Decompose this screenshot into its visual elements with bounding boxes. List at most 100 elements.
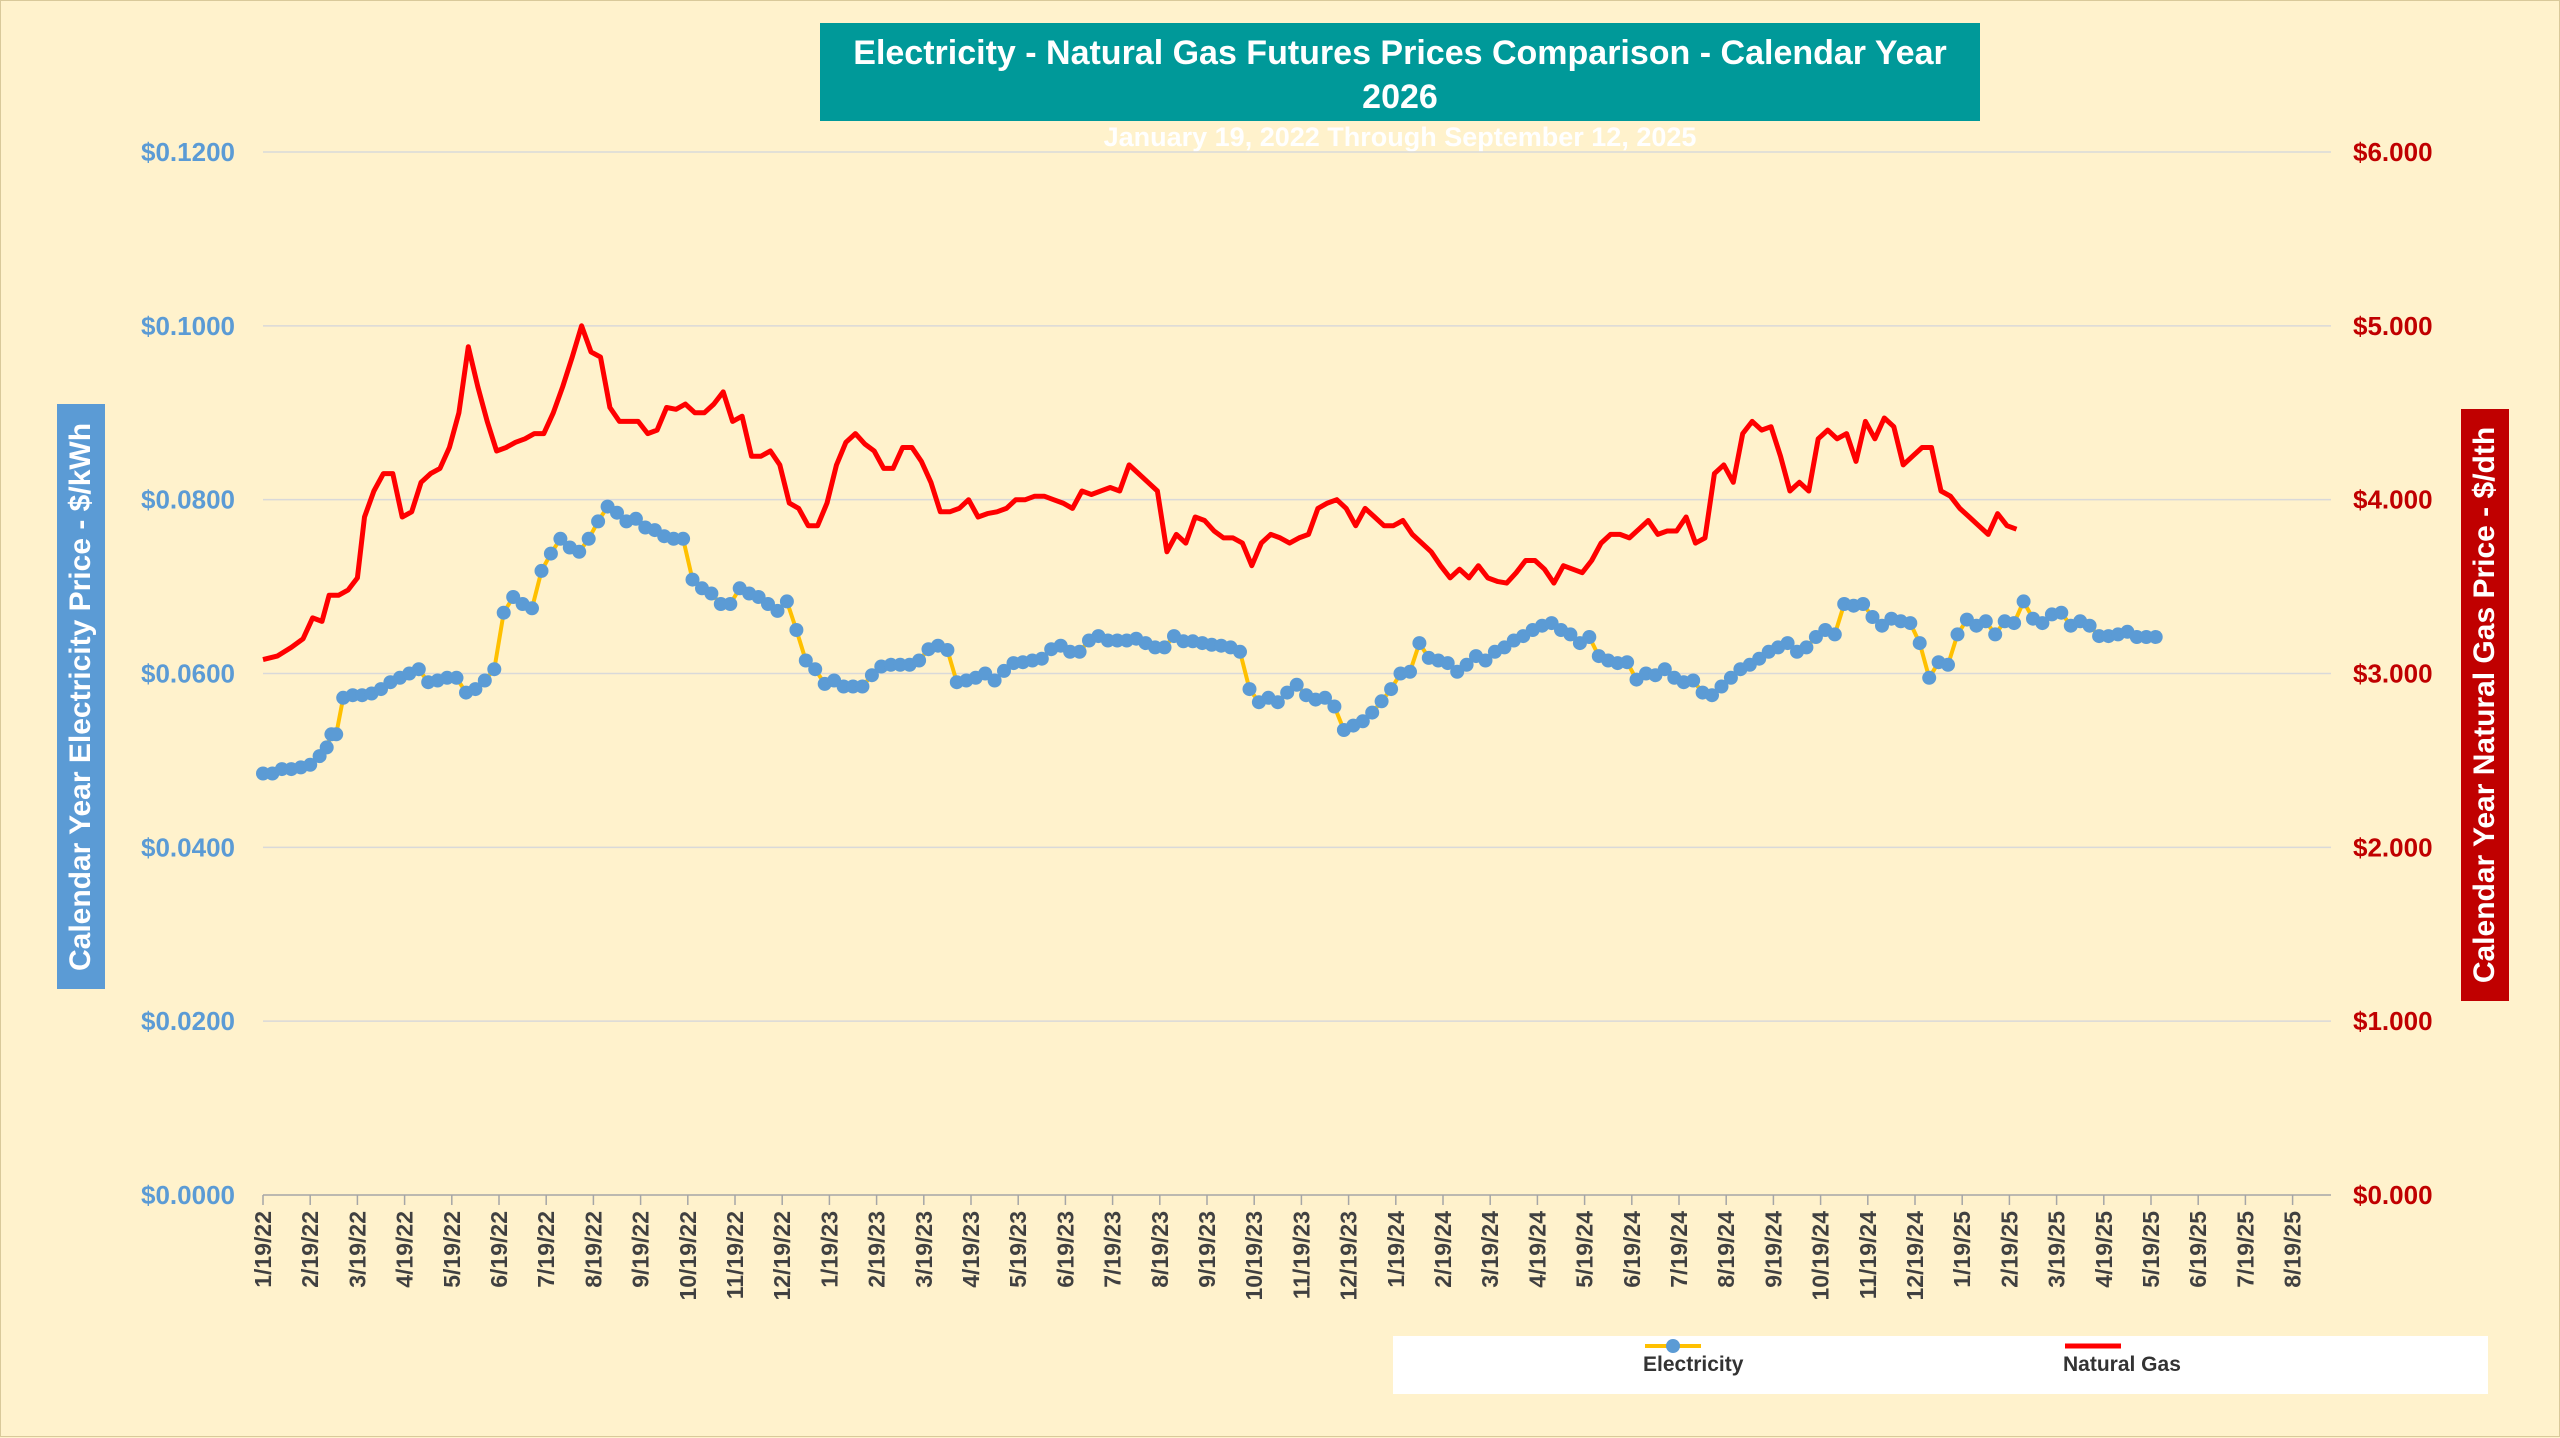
- x-tick-label: 6/19/23: [1052, 1211, 1078, 1288]
- electricity-point: [1365, 705, 1380, 720]
- electricity-point: [1723, 670, 1738, 685]
- electricity-point: [1620, 655, 1635, 670]
- electricity-point: [1780, 636, 1795, 651]
- electricity-point: [1355, 714, 1370, 729]
- electricity-point: [704, 586, 719, 601]
- x-tick-label: 9/19/24: [1760, 1211, 1786, 1288]
- x-tick-label: 2/19/24: [1430, 1211, 1456, 1288]
- y-right-tick-label: $6.000: [2353, 137, 2433, 167]
- electricity-point: [468, 682, 483, 697]
- electricity-point: [2035, 616, 2050, 631]
- x-tick-label: 8/19/22: [580, 1211, 606, 1288]
- electricity-point: [987, 673, 1002, 688]
- electricity-point: [808, 662, 823, 677]
- y-left-tick-label: $0.0800: [141, 485, 235, 515]
- x-tick-label: 1/19/25: [1949, 1211, 1975, 1288]
- x-tick-label: 10/19/24: [1808, 1211, 1834, 1301]
- electricity-point: [1865, 610, 1880, 624]
- chart-subtitle: January 19, 2022 Through September 12, 2…: [1103, 122, 1697, 152]
- x-tick-label: 9/19/23: [1194, 1211, 1220, 1288]
- electricity-point: [1705, 688, 1719, 703]
- electricity-point: [1686, 673, 1701, 688]
- legend-electricity-swatch: [1645, 1339, 1701, 1353]
- electricity-point: [496, 605, 511, 620]
- x-tick-label: 6/19/22: [486, 1211, 512, 1288]
- electricity-point: [1799, 640, 1814, 655]
- x-tick-label: 12/19/23: [1336, 1211, 1362, 1301]
- y-left-tick-label: $0.1200: [141, 137, 235, 167]
- y-axis-right-label-box: Calendar Year Natural Gas Price - $/dth: [2461, 409, 2509, 1001]
- x-tick-label: 7/19/23: [1100, 1211, 1126, 1288]
- y-right-tick-label: $3.000: [2353, 659, 2433, 689]
- x-tick-label: 10/19/23: [1241, 1211, 1267, 1301]
- electricity-point: [1318, 690, 1332, 705]
- x-tick-label: 2/19/25: [1996, 1211, 2022, 1288]
- x-tick-label: 7/19/24: [1666, 1211, 1692, 1288]
- y-right-tick-label: $2.000: [2353, 832, 2433, 862]
- x-tick-label: 2/19/23: [864, 1211, 890, 1288]
- electricity-point: [2148, 630, 2163, 644]
- chart-title-box: Electricity - Natural Gas Futures Prices…: [820, 23, 1980, 152]
- x-tick-label: 4/19/22: [392, 1211, 418, 1288]
- x-tick-label: 7/19/22: [533, 1211, 559, 1288]
- y-left-tick-label: $0.0200: [141, 1006, 235, 1036]
- electricity-point: [1912, 636, 1927, 651]
- electricity-point: [1412, 636, 1427, 651]
- electricity-point: [1384, 682, 1399, 697]
- x-tick-label: 9/19/22: [628, 1211, 654, 1288]
- electricity-point: [543, 546, 558, 561]
- electricity-point: [1657, 662, 1672, 677]
- electricity-point: [1327, 699, 1342, 714]
- x-tick-label: 4/19/23: [958, 1211, 984, 1288]
- x-tick-label: 3/19/22: [344, 1211, 370, 1288]
- electricity-point: [864, 668, 879, 683]
- electricity-point: [1270, 695, 1285, 710]
- electricity-point: [1034, 651, 1049, 666]
- x-tick-label: 6/19/24: [1619, 1211, 1645, 1288]
- y-left-tick-label: $0.0400: [141, 832, 235, 862]
- electricity-point: [789, 623, 804, 637]
- electricity-point: [1440, 656, 1455, 671]
- electricity-point: [912, 653, 927, 668]
- x-tick-label: 3/19/23: [911, 1211, 937, 1288]
- electricity-point: [1459, 657, 1474, 672]
- electricity-point: [1233, 644, 1247, 659]
- electricity-point: [1941, 657, 1955, 672]
- x-tick-label: 8/19/23: [1147, 1211, 1173, 1288]
- y-left-tick-label: $0.1000: [141, 311, 235, 341]
- electricity-point: [1403, 664, 1417, 679]
- electricity-point: [1157, 640, 1172, 655]
- electricity-point: [2054, 605, 2069, 620]
- electricity-point: [676, 531, 691, 546]
- x-tick-label: 12/19/24: [1902, 1211, 1928, 1301]
- electricity-point: [1856, 597, 1871, 611]
- electricity-point: [572, 544, 587, 559]
- x-tick-label: 5/19/25: [2138, 1211, 2164, 1288]
- x-tick-label: 11/19/23: [1288, 1211, 1314, 1299]
- electricity-point: [449, 670, 464, 685]
- electricity-point: [1478, 653, 1493, 668]
- y-left-tick-label: $0.0600: [141, 659, 235, 689]
- electricity-point: [1280, 685, 1295, 700]
- electricity-point: [1988, 627, 2003, 642]
- x-tick-label: 10/19/22: [675, 1211, 701, 1301]
- electricity-point: [1582, 630, 1597, 644]
- x-tick-label: 5/19/24: [1572, 1211, 1598, 1288]
- electricity-point: [411, 662, 426, 677]
- electricity-point: [1978, 614, 1993, 629]
- electricity-point: [477, 673, 492, 688]
- electricity-point: [1563, 627, 1578, 642]
- electricity-point: [1922, 670, 1937, 685]
- y-left-tick-label: $0.0000: [141, 1180, 235, 1210]
- electricity-point: [855, 679, 870, 694]
- natural-gas-line: [262, 323, 2018, 663]
- electricity-point: [303, 757, 318, 772]
- x-tick-label: 4/19/25: [2091, 1211, 2117, 1288]
- electricity-point: [1903, 616, 1918, 631]
- x-tick-label: 6/19/25: [2185, 1211, 2211, 1288]
- x-tick-label: 12/19/22: [769, 1211, 795, 1301]
- x-tick-label: 1/19/22: [250, 1211, 276, 1288]
- y-right-tick-label: $4.000: [2353, 485, 2433, 515]
